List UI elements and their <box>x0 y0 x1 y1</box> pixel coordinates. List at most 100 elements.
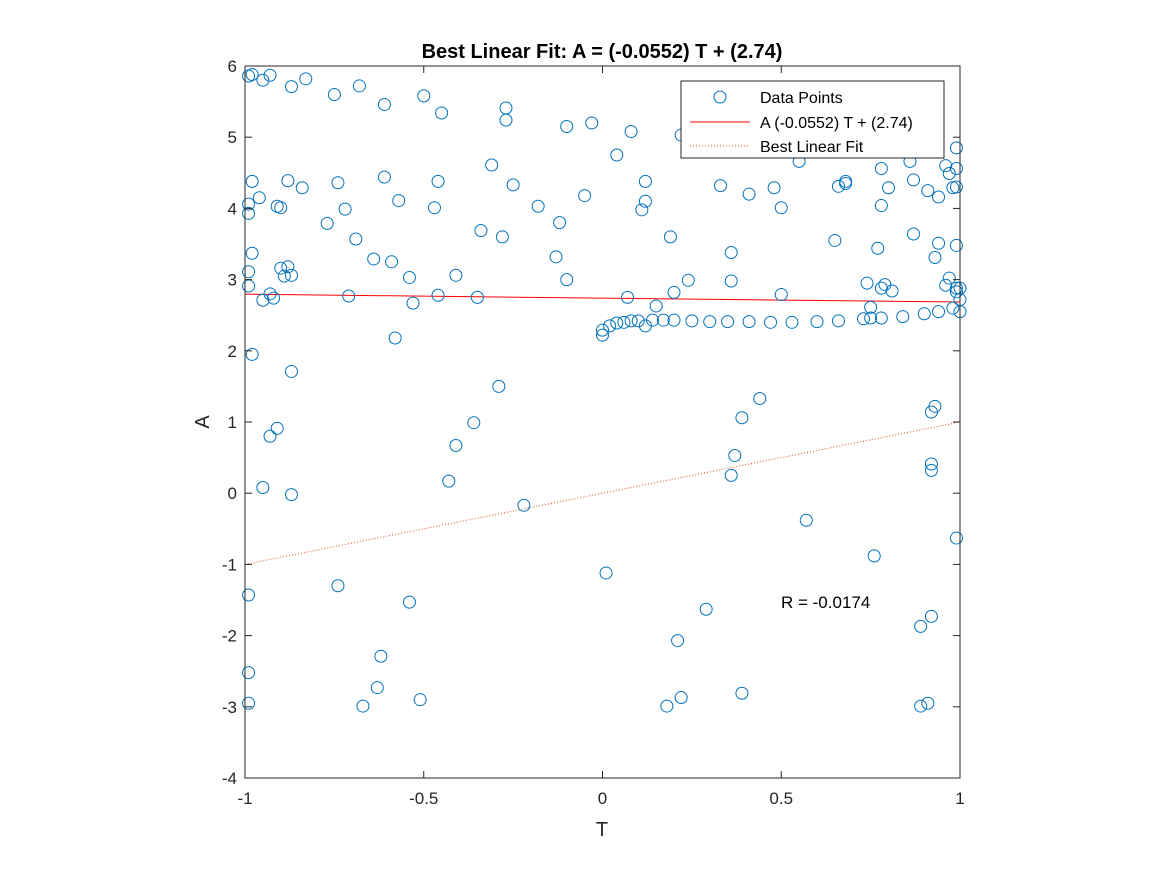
data-point <box>638 194 652 208</box>
data-point <box>277 269 291 283</box>
data-point <box>874 311 888 325</box>
data-point <box>553 216 567 230</box>
data-point <box>342 289 356 303</box>
data-point <box>724 468 738 482</box>
data-point <box>864 300 878 314</box>
data-point <box>882 181 895 195</box>
data-point <box>621 290 635 304</box>
data-point <box>681 273 695 287</box>
data-point <box>242 588 256 602</box>
data-point <box>721 315 735 329</box>
data-point <box>435 106 449 120</box>
data-point <box>599 566 613 580</box>
data-point <box>942 167 956 181</box>
data-point <box>885 284 899 298</box>
data-point <box>703 315 717 329</box>
data-point <box>624 125 638 139</box>
data-point <box>949 285 963 299</box>
data-point <box>728 448 742 462</box>
data-point <box>660 699 674 713</box>
data-point <box>924 609 938 623</box>
data-point <box>610 316 624 330</box>
data-point <box>924 457 938 471</box>
data-point <box>928 251 942 265</box>
x-tick-label: 0.5 <box>769 789 793 808</box>
data-point <box>388 331 402 345</box>
legend-marker-data-points <box>713 90 727 104</box>
data-point <box>785 315 799 329</box>
data-point <box>284 80 298 94</box>
data-point <box>649 299 663 313</box>
data-point <box>492 379 506 393</box>
x-tick-label: 0 <box>598 789 607 808</box>
data-point <box>284 364 298 378</box>
data-point <box>256 481 270 495</box>
data-point <box>338 202 352 216</box>
data-point <box>874 199 888 213</box>
data-point <box>724 246 738 260</box>
data-point <box>245 246 259 260</box>
data-point <box>320 216 334 230</box>
data-point <box>932 305 946 319</box>
data-point <box>667 285 681 299</box>
data-point <box>245 347 259 361</box>
data-point <box>242 666 256 680</box>
data-point <box>610 148 624 162</box>
x-tick-label: -0.5 <box>409 789 438 808</box>
data-point <box>374 649 388 663</box>
y-tick-label: 2 <box>228 342 237 361</box>
data-point <box>735 411 749 425</box>
data-point <box>470 290 484 304</box>
legend-label-best-line: Best Linear Fit <box>760 139 864 156</box>
y-tick-label: -3 <box>222 698 237 717</box>
data-point <box>506 178 520 192</box>
data-point <box>699 602 713 616</box>
data-point <box>874 162 888 176</box>
data-point <box>252 191 266 205</box>
data-point <box>331 579 345 593</box>
data-point <box>267 291 281 305</box>
data-point <box>406 296 420 310</box>
data-point <box>367 252 381 266</box>
data-point <box>685 314 699 328</box>
data-point <box>495 230 509 244</box>
data-point <box>742 187 756 201</box>
y-tick-label: -2 <box>222 627 237 646</box>
data-point <box>617 315 631 329</box>
data-point <box>356 699 370 713</box>
data-point <box>549 250 563 264</box>
data-point <box>263 287 277 301</box>
data-point <box>764 315 778 329</box>
data-point <box>281 260 295 274</box>
data-point <box>442 474 456 488</box>
data-point <box>624 314 638 328</box>
data-point <box>774 201 788 215</box>
data-point <box>242 197 256 211</box>
y-tick-label: 6 <box>228 57 237 76</box>
data-point <box>274 201 288 215</box>
data-point <box>949 531 963 545</box>
data-point <box>427 201 441 215</box>
data-point <box>263 68 277 82</box>
data-point <box>921 696 935 710</box>
data-point <box>449 268 463 282</box>
y-axis-label: A <box>192 415 214 429</box>
data-point <box>413 693 427 707</box>
data-point <box>914 699 928 713</box>
data-point <box>635 203 649 217</box>
data-point <box>917 307 931 321</box>
data-point <box>596 323 609 337</box>
data-point <box>949 238 963 252</box>
data-point <box>724 274 738 288</box>
r-annotation: R = -0.0174 <box>781 593 870 612</box>
data-point <box>242 696 256 710</box>
data-point <box>656 313 670 327</box>
y-tick-label: 4 <box>228 199 237 218</box>
y-tick-label: -4 <box>222 769 237 788</box>
data-point <box>713 179 727 193</box>
data-point <box>907 227 921 241</box>
data-point <box>431 174 445 188</box>
data-point <box>638 174 652 188</box>
data-point <box>864 311 878 325</box>
